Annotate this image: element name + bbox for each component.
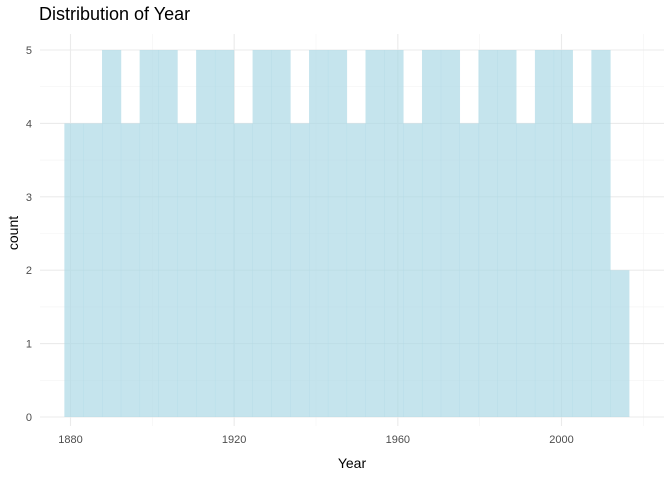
y-tick-label: 2 [26, 265, 32, 277]
histogram-bar [214, 50, 235, 417]
x-axis-title: Year [338, 455, 367, 471]
histogram-bar [610, 270, 630, 417]
histogram-bar [403, 123, 423, 418]
histogram-bar [102, 50, 122, 417]
histogram-bar [158, 50, 178, 417]
histogram-bar [290, 123, 310, 418]
y-tick-label: 0 [26, 412, 32, 424]
histogram-bar [384, 50, 404, 417]
histogram-bar [83, 123, 103, 418]
histogram-bar [327, 50, 348, 417]
y-axis-ticks: 0 1 2 3 4 5 [26, 45, 32, 424]
x-tick-label: 1880 [58, 434, 82, 446]
histogram-bar [553, 50, 573, 417]
histogram-bar [196, 50, 216, 417]
chart-title: Distribution of Year [39, 4, 190, 24]
x-tick-label: 1960 [386, 434, 410, 446]
histogram-bar [421, 50, 442, 417]
histogram-bar [365, 50, 385, 417]
histogram-bar [516, 123, 536, 418]
x-axis-ticks: 1880 1920 1960 2000 [58, 434, 573, 446]
y-tick-label: 1 [26, 339, 32, 351]
y-tick-label: 5 [26, 45, 32, 57]
histogram-bar [478, 50, 498, 417]
histogram-bar [572, 123, 592, 418]
histogram-bar [459, 123, 479, 418]
histogram-bar [497, 50, 517, 417]
histogram-bar [233, 123, 253, 418]
histogram-bar [120, 123, 141, 418]
histogram-bar [139, 50, 159, 417]
x-tick-label: 2000 [549, 434, 573, 446]
x-tick-label: 1920 [222, 434, 246, 446]
y-tick-label: 4 [26, 118, 32, 130]
bars [64, 50, 630, 418]
histogram-bar [252, 50, 272, 417]
histogram-bar [309, 50, 329, 417]
histogram-bar [177, 123, 197, 418]
histogram-bar [591, 50, 611, 417]
histogram-bar [440, 50, 461, 417]
y-tick-label: 3 [26, 192, 32, 204]
histogram-bar [346, 123, 366, 418]
histogram-bar [534, 50, 555, 417]
y-axis-title: count [5, 216, 21, 250]
histogram-bar [64, 123, 84, 418]
histogram-bar [271, 50, 291, 417]
